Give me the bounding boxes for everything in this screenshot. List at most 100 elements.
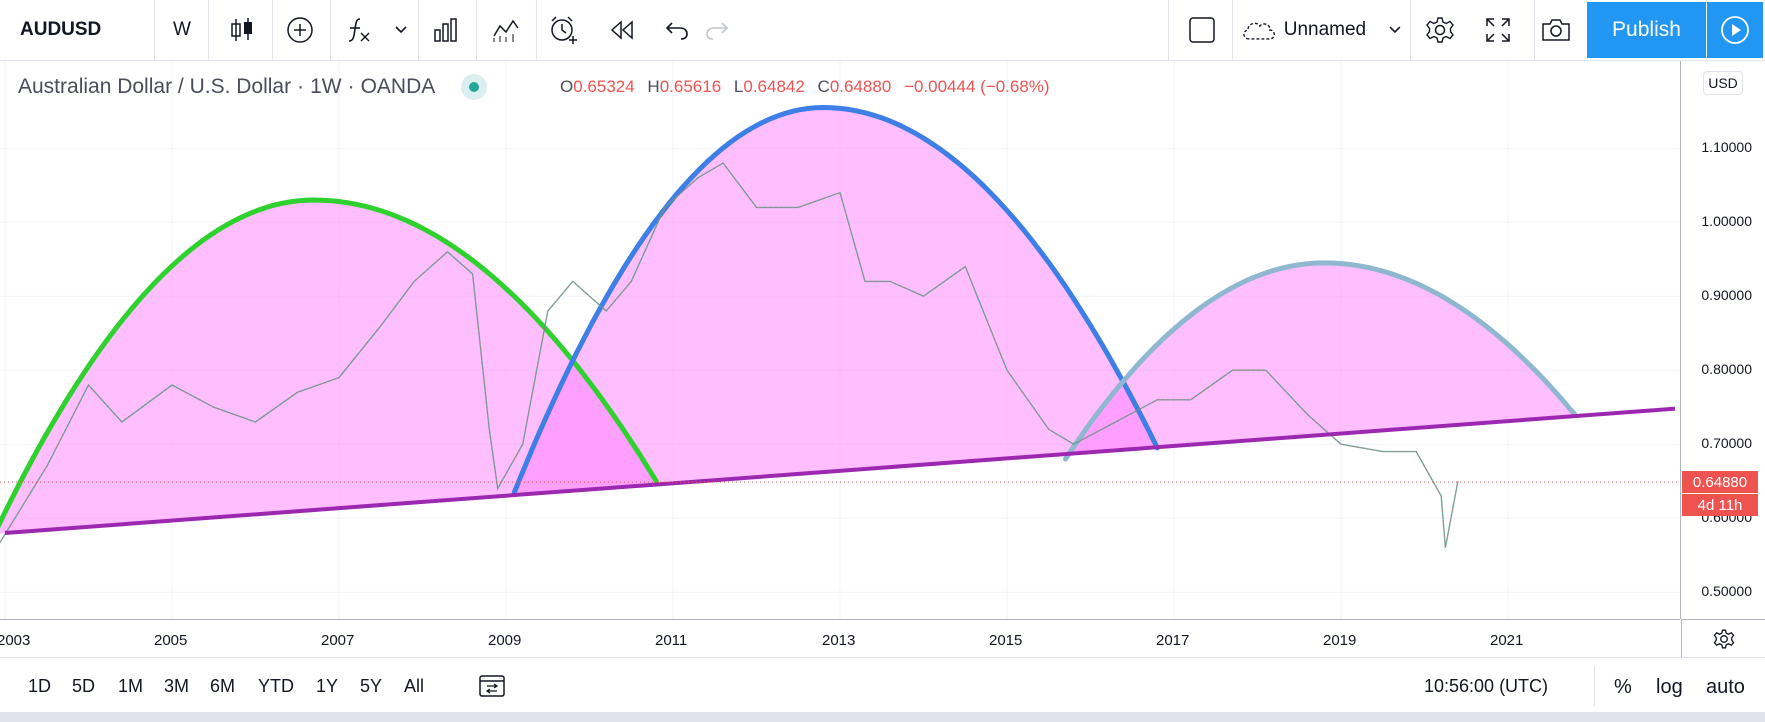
replay-button[interactable] [604,0,640,60]
series-title: Australian Dollar / U.S. Dollar [18,75,292,98]
redo-icon [706,22,729,40]
redo-button[interactable] [700,0,734,60]
high-label: H [647,77,660,96]
arc-line-1[interactable] [0,197,659,529]
price-series [0,162,1459,548]
price-tick-label: 1.10000 [1701,139,1752,156]
interval-button[interactable]: W [160,0,204,60]
layout-button[interactable]: Unnamed [1240,0,1402,60]
arc-line-3[interactable] [1063,260,1578,462]
auto-scale-toggle[interactable]: auto [1706,676,1745,698]
undo-button[interactable] [660,0,694,60]
market-status-icon[interactable] [461,74,488,100]
arc-fill-3 [1065,262,1575,459]
layout-name: Unnamed [1283,19,1367,40]
cloud-icon [1243,22,1275,40]
symbol-label: AUDUSD [20,19,102,40]
range-button-1y[interactable]: 1Y [316,676,339,696]
publish-options-button[interactable] [1707,2,1763,58]
percent-toggle[interactable]: % [1614,676,1632,698]
currency-label: USD [1708,75,1738,91]
gear-icon [1426,17,1454,43]
time-tick-label: 2007 [321,632,355,649]
chevron-down-icon [395,26,407,34]
price-tick-label: 0.70000 [1701,435,1752,452]
time-tick-label: 2021 [1490,632,1524,649]
candles-icon [231,18,252,41]
range-button-3m[interactable]: 3M [164,676,190,696]
compare-button[interactable] [282,0,318,60]
high-value: 0.65616 [659,77,722,96]
range-button-1d[interactable]: 1D [28,676,52,696]
time-tick-label: 2005 [154,632,188,649]
legend-separator: · [347,75,355,98]
chevron-down-icon [1389,26,1401,34]
range-button-5d[interactable]: 5D [72,676,96,696]
range-button-1m[interactable]: 1M [118,676,144,696]
open-value: 0.65324 [573,77,635,96]
price-chart[interactable] [0,61,1680,619]
fullscreen-chart-button[interactable] [1184,0,1220,60]
alarm-clock-icon [551,16,577,44]
function-icon [348,18,370,42]
legend-source: OANDA [360,75,436,98]
close-value: 0.64880 [829,77,892,96]
expand-icon [1486,18,1510,42]
snapshot-button[interactable] [1538,0,1574,60]
price-axis[interactable]: 1.10000 1.00000 0.90000 0.80000 0.70000 0.600… [1680,61,1765,619]
date-range-button[interactable] [478,672,506,703]
range-button-all[interactable]: All [404,676,425,696]
time-tick-label: 2011 [655,632,688,649]
log-toggle[interactable]: log [1656,676,1683,698]
time-tick-label: 2019 [1323,632,1357,649]
legend-separator: · [297,75,305,98]
indicators-dropdown[interactable] [390,0,412,60]
range-button-ytd[interactable]: YTD [258,676,294,696]
rewind-icon [610,20,633,40]
time-tick-label: 2009 [488,632,522,649]
trendline[interactable] [4,406,1676,535]
time-tick-label: 2015 [989,632,1023,649]
ohlc-values: O0.65324 H0.65616 L0.64842 C0.64880 −0.0… [560,77,1050,97]
time-axis[interactable]: 2003 2005 2007 2009 2011 2013 2015 2017 2019 2021 [0,619,1680,657]
bar-chart-icon [434,18,457,42]
bottom-toolbar: 1D 5D 1M 3M 6M YTD 1Y 5Y All 10:56:00 (UTC) % lo… [0,657,1765,713]
publish-label: Publish [1612,18,1681,41]
go-to-date-icon [479,675,505,697]
symbol-search-button[interactable]: AUDUSD [20,0,130,60]
financials-button[interactable] [428,0,464,60]
clock[interactable]: 10:56:00 (UTC) [1424,676,1549,696]
gear-icon [1713,629,1735,648]
price-line-down [0,162,1459,548]
arc-annotations [0,104,1578,534]
undo-icon [665,22,688,40]
price-tick-label: 0.80000 [1701,361,1752,378]
arc-fill-2 [514,107,1158,496]
play-icon [1721,16,1749,44]
time-tick-label: 2017 [1156,632,1190,649]
publish-button[interactable]: Publish [1587,2,1706,58]
price-tick-label: 1.00000 [1701,213,1752,230]
templates-button[interactable] [488,0,524,60]
fullscreen-button[interactable] [1480,0,1516,60]
countdown-label: 4d 11h [1697,496,1743,514]
range-button-6m[interactable]: 6M [210,676,236,696]
range-button-5y[interactable]: 5Y [360,676,383,696]
currency-badge[interactable]: USD [1703,71,1743,95]
price-tick-label: 0.90000 [1701,287,1752,304]
axis-settings-button[interactable] [1681,619,1765,657]
square-icon [1189,17,1215,43]
arc-line-2[interactable] [511,104,1160,495]
last-price-label: 0.64880 [1692,473,1748,491]
low-value: 0.64842 [743,77,805,96]
indicators-button[interactable] [340,0,376,60]
change-value: −0.00444 (−0.68%) [904,77,1050,96]
time-tick-label: 2013 [822,632,856,649]
open-label: O [560,77,574,96]
last-price-tag: 0.64880 [1682,471,1758,494]
alert-button[interactable] [546,0,582,60]
chart-type-button[interactable] [224,0,260,60]
series-legend: Australian Dollar / U.S. Dollar · 1W · O… [18,74,488,100]
settings-button[interactable] [1422,0,1458,60]
bottom-border [0,712,1765,722]
